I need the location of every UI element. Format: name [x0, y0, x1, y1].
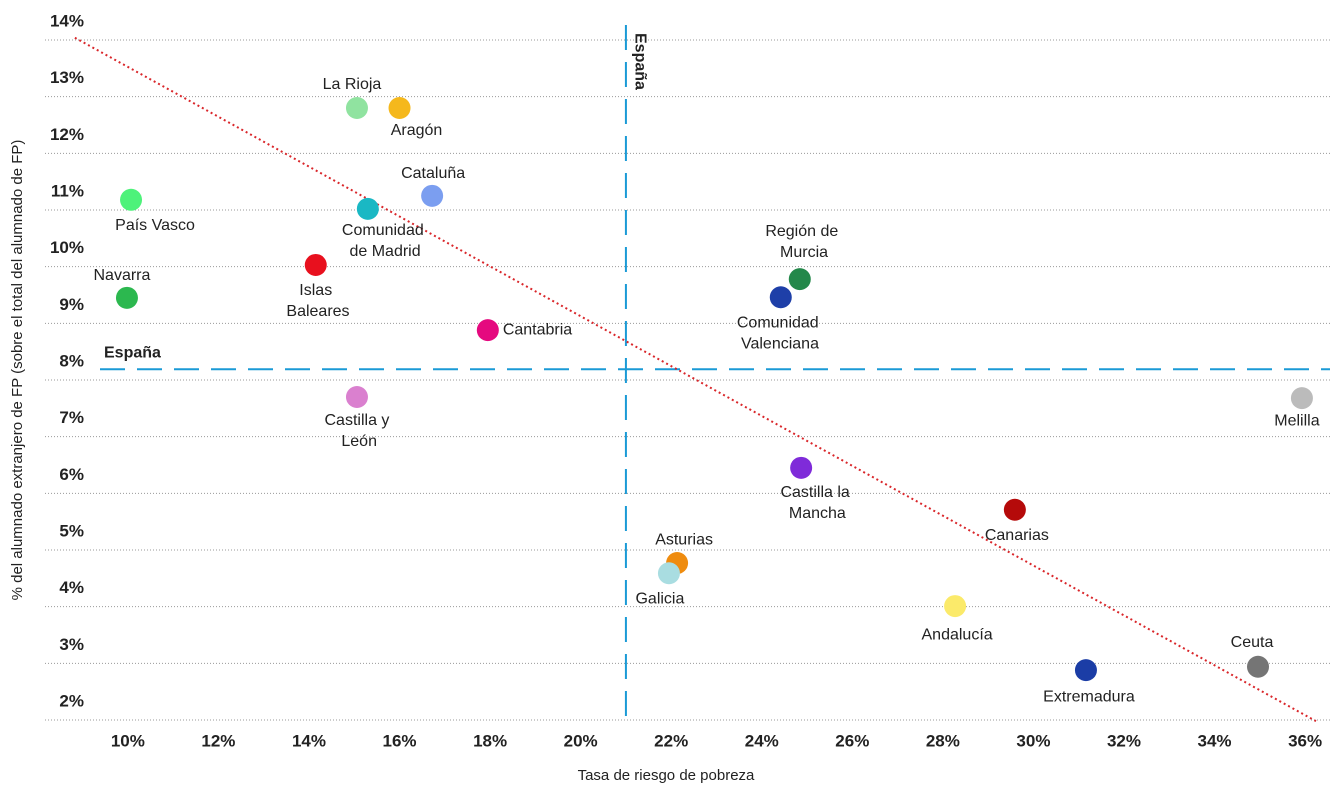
- y-tick-label: 6%: [59, 465, 84, 484]
- y-tick-label: 3%: [59, 635, 84, 654]
- point-label: Navarra: [94, 267, 151, 284]
- point-label: País Vasco: [115, 217, 195, 234]
- point: [120, 188, 143, 211]
- point: [388, 97, 411, 119]
- point-label: Islas Baleares: [282, 282, 350, 320]
- point: [788, 268, 811, 291]
- x-tick-label: 18%: [473, 731, 507, 750]
- y-tick-label: 2%: [59, 691, 84, 710]
- y-tick-label: 12%: [50, 125, 84, 144]
- point: [345, 386, 368, 408]
- point: [1247, 655, 1270, 678]
- point-label: Región de Murcia: [765, 223, 838, 261]
- point: [790, 456, 813, 479]
- point-label: Asturias: [655, 531, 713, 548]
- point-label: Comunidad de Madrid: [342, 222, 424, 260]
- x-tick-label: 10%: [111, 731, 145, 750]
- y-tick-label: 8%: [59, 351, 84, 370]
- x-tick-label: 14%: [292, 731, 326, 750]
- point-label: Comunidad Valenciana: [737, 314, 820, 352]
- point-label: Aragón: [391, 122, 443, 139]
- point-label: Cataluña: [401, 165, 465, 182]
- point-label: Castilla y León: [325, 412, 390, 450]
- point-label: Canarias: [985, 527, 1049, 544]
- point: [1074, 659, 1097, 682]
- point: [115, 286, 138, 309]
- x-tick-label: 16%: [383, 731, 417, 750]
- y-tick-label: 10%: [50, 238, 84, 257]
- point: [476, 319, 499, 342]
- y-tick-label: 11%: [51, 181, 84, 200]
- y-tick-label: 4%: [59, 578, 84, 597]
- y-tick-label: 13%: [50, 68, 84, 87]
- point-label: Galicia: [635, 590, 684, 607]
- y-tick-label: 14%: [50, 11, 84, 30]
- x-tick-label: 26%: [835, 731, 869, 750]
- x-tick-label: 24%: [745, 731, 779, 750]
- x-tick-label: 20%: [564, 731, 598, 750]
- point: [657, 562, 680, 585]
- point: [1290, 387, 1313, 410]
- trendline: [74, 36, 1317, 723]
- point: [944, 595, 967, 618]
- y-tick-label: 5%: [59, 521, 84, 540]
- point: [421, 184, 444, 207]
- point: [1003, 498, 1026, 521]
- point-label: Extremadura: [1043, 688, 1135, 705]
- point-label: La Rioja: [323, 76, 382, 93]
- point: [304, 253, 327, 276]
- y-tick-label: 7%: [59, 408, 84, 427]
- reference-label: España: [104, 344, 161, 361]
- point-label: Ceuta: [1231, 634, 1274, 651]
- y-tick-label: 9%: [59, 295, 84, 314]
- x-axis-title: Tasa de riesgo de pobreza: [578, 767, 755, 784]
- x-tick-label: 30%: [1016, 731, 1050, 750]
- y-axis-title: % del alumnado extranjero de FP (sobre e…: [9, 140, 26, 601]
- point-label: Castilla la Mancha: [780, 484, 849, 522]
- point-label: Cantabria: [503, 321, 572, 338]
- point-label: Andalucía: [922, 626, 993, 643]
- x-tick-label: 22%: [654, 731, 688, 750]
- x-tick-label: 32%: [1107, 731, 1141, 750]
- x-tick-label: 36%: [1288, 731, 1322, 750]
- point: [356, 197, 379, 220]
- x-tick-label: 28%: [926, 731, 960, 750]
- reference-label: España: [632, 33, 649, 90]
- x-tick-label: 34%: [1198, 731, 1232, 750]
- point: [769, 286, 792, 309]
- x-tick-label: 12%: [201, 731, 235, 750]
- point: [345, 97, 368, 119]
- point-label: Melilla: [1274, 412, 1319, 429]
